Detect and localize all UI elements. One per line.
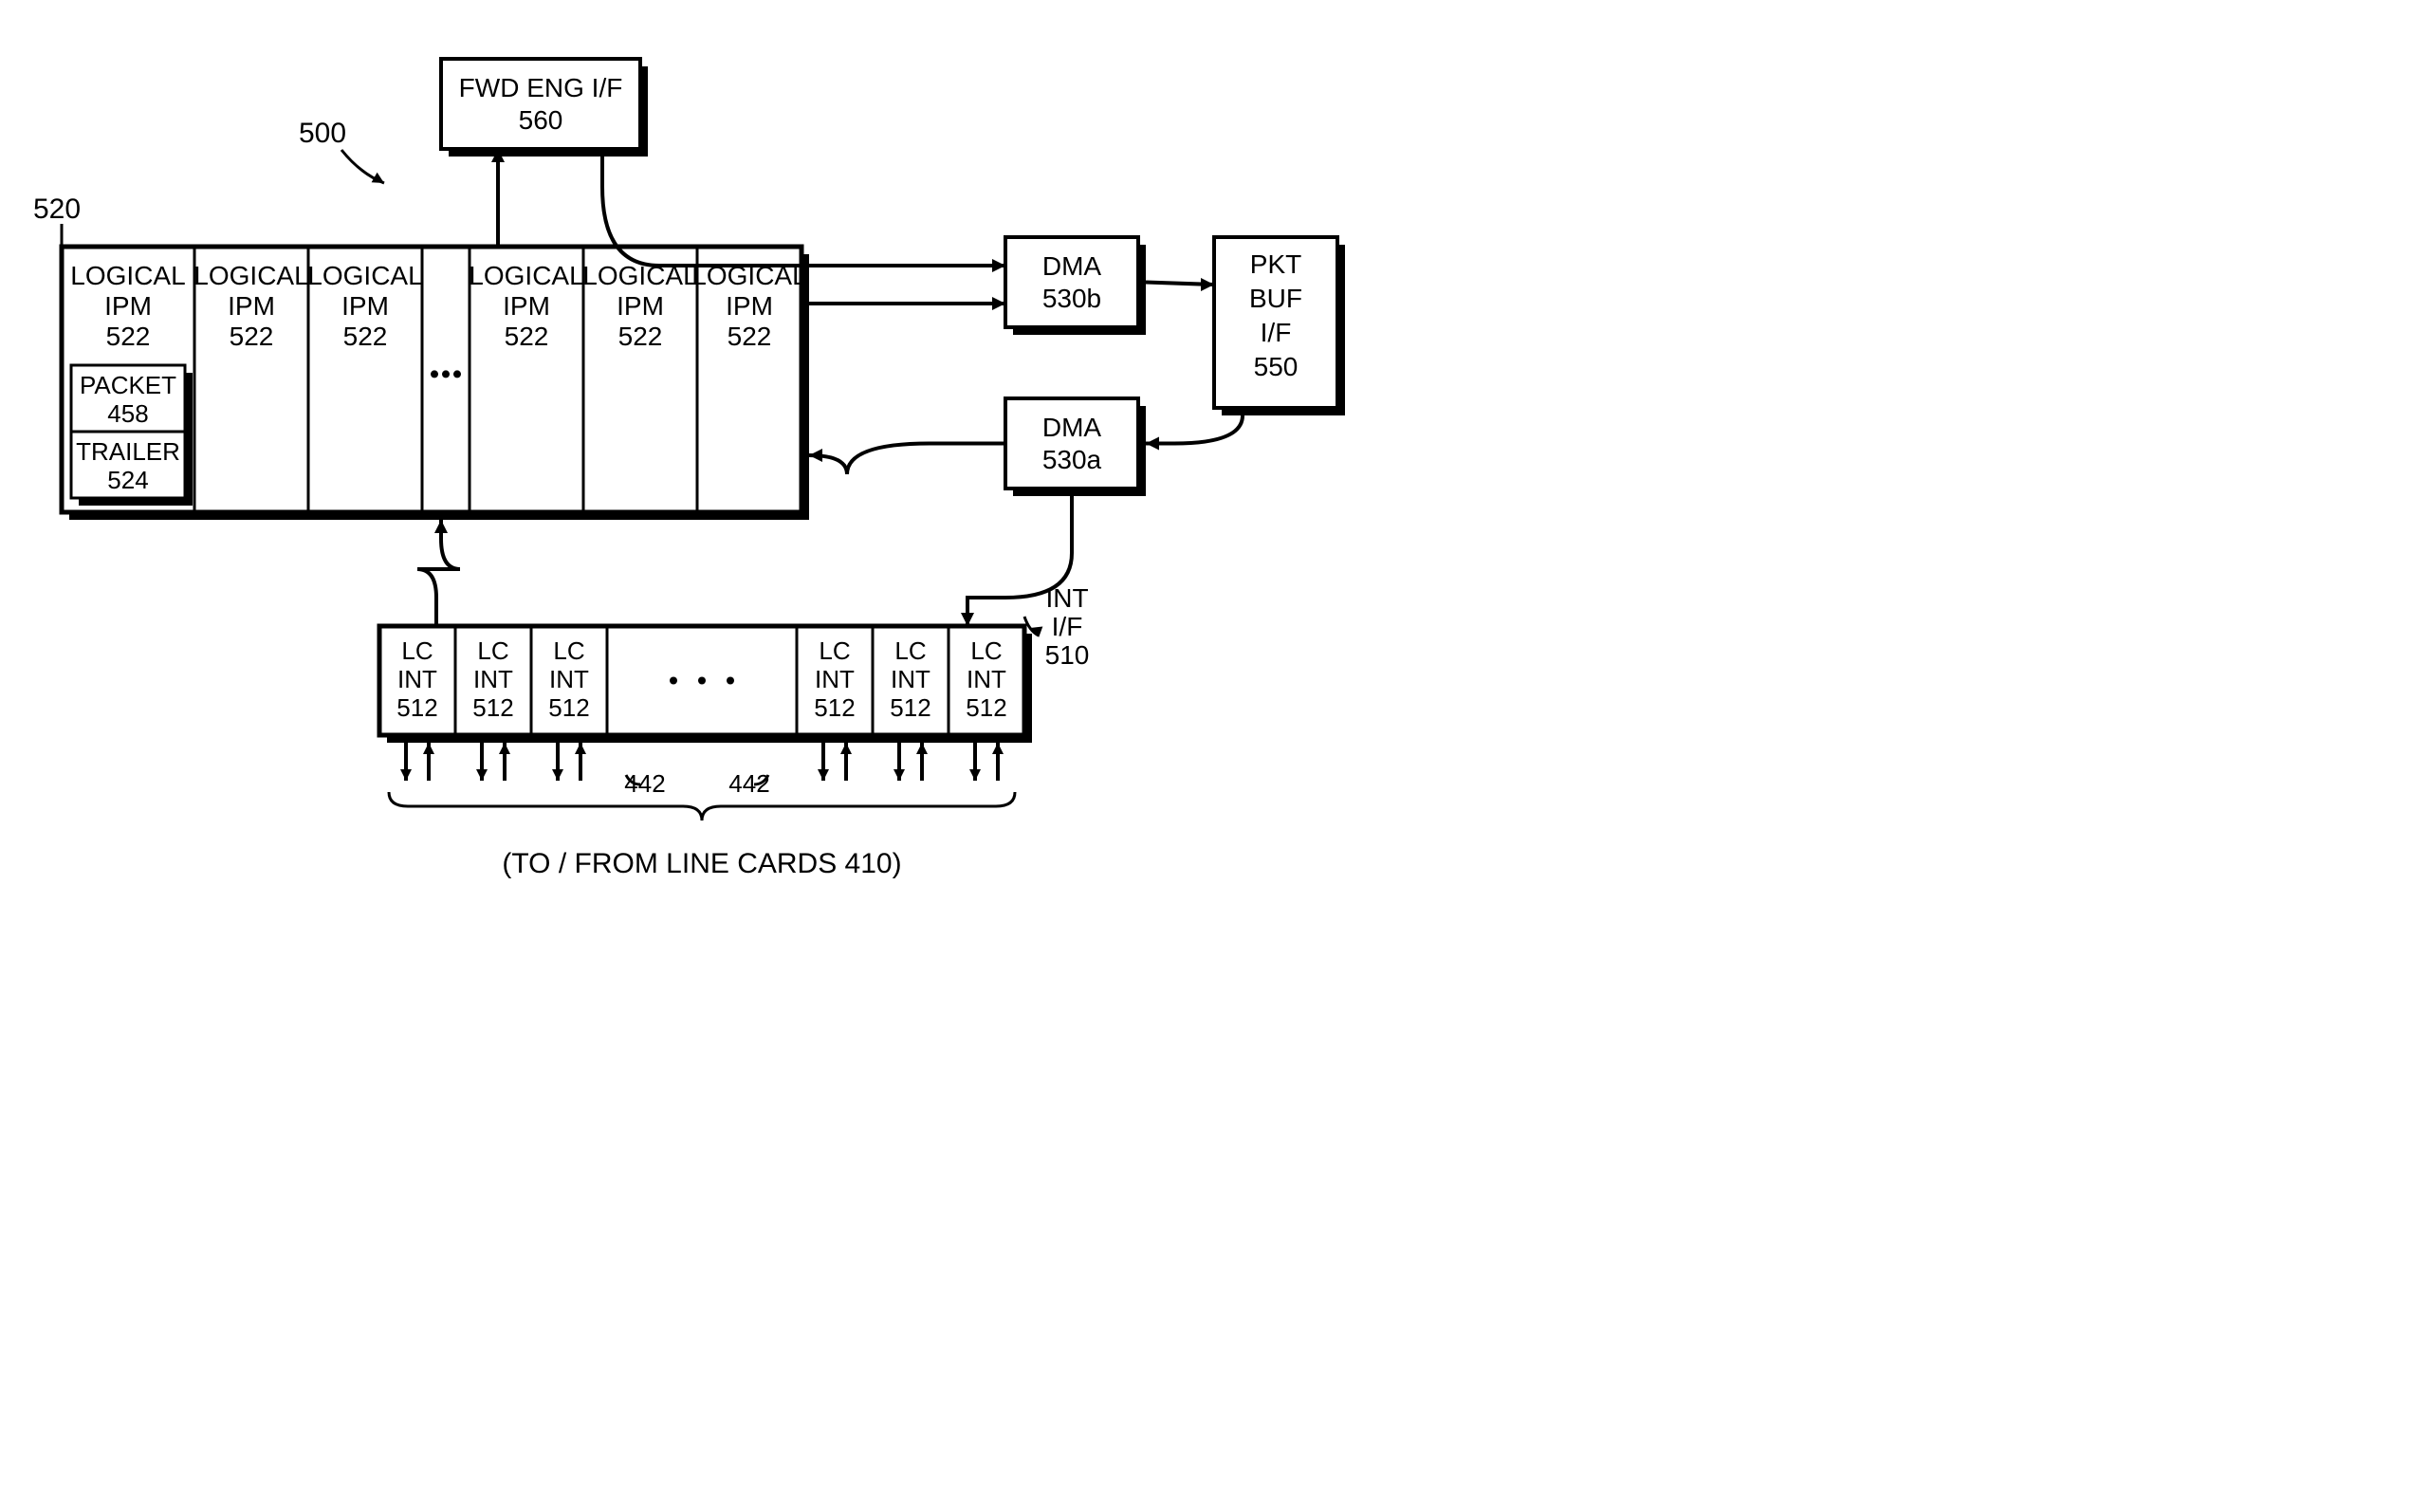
svg-text:LC: LC: [477, 636, 508, 665]
svg-text:458: 458: [107, 399, 148, 428]
svg-text:512: 512: [396, 693, 437, 722]
caption-line-cards: (TO / FROM LINE CARDS 410): [502, 848, 901, 879]
svg-text:512: 512: [814, 693, 855, 722]
svg-text:INT: INT: [473, 665, 513, 693]
svg-text:PKT: PKT: [1250, 249, 1301, 279]
svg-text:550: 550: [1254, 352, 1299, 381]
svg-text:FWD ENG I/F: FWD ENG I/F: [459, 73, 623, 102]
svg-text:LOGICAL: LOGICAL: [193, 261, 308, 290]
svg-text:INT: INT: [397, 665, 437, 693]
svg-text:IPM: IPM: [104, 291, 152, 321]
svg-text:TRAILER: TRAILER: [76, 437, 180, 466]
svg-text:530a: 530a: [1042, 445, 1102, 474]
svg-text:I/F: I/F: [1052, 612, 1083, 641]
svg-text:512: 512: [966, 693, 1006, 722]
svg-text:512: 512: [472, 693, 513, 722]
ref-442-left: 442: [624, 769, 665, 798]
ref-520: 520: [33, 194, 81, 225]
svg-text:INT: INT: [967, 665, 1006, 693]
svg-text:522: 522: [505, 322, 549, 351]
svg-text:560: 560: [519, 105, 563, 135]
svg-text:IPM: IPM: [617, 291, 664, 321]
svg-text:INT: INT: [815, 665, 855, 693]
svg-text:INT: INT: [891, 665, 930, 693]
svg-text:LC: LC: [894, 636, 926, 665]
svg-text:LC: LC: [970, 636, 1002, 665]
svg-text:510: 510: [1045, 640, 1090, 670]
svg-text:522: 522: [106, 322, 151, 351]
svg-text:IPM: IPM: [503, 291, 550, 321]
ref-442-right: 442: [728, 769, 769, 798]
svg-text:LOGICAL: LOGICAL: [307, 261, 422, 290]
svg-text:DMA: DMA: [1042, 251, 1102, 281]
ref-500: 500: [299, 118, 346, 149]
diagram-root: FWD ENG I/F 560 DMA 530b DMA 530a PKT BUF I/F 550…: [0, 0, 2432, 884]
svg-text:BUF: BUF: [1249, 284, 1302, 313]
svg-text:LC: LC: [401, 636, 433, 665]
svg-text:522: 522: [343, 322, 388, 351]
svg-text:524: 524: [107, 466, 148, 494]
svg-text:522: 522: [618, 322, 663, 351]
svg-text:LC: LC: [819, 636, 850, 665]
svg-text:INT: INT: [549, 665, 589, 693]
svg-text:DMA: DMA: [1042, 413, 1102, 442]
svg-text:LOGICAL: LOGICAL: [469, 261, 583, 290]
svg-text:I/F: I/F: [1261, 318, 1292, 347]
svg-text:512: 512: [890, 693, 930, 722]
svg-text:522: 522: [728, 322, 772, 351]
svg-text:IPM: IPM: [726, 291, 773, 321]
svg-text:512: 512: [548, 693, 589, 722]
svg-text:PACKET: PACKET: [80, 371, 176, 399]
svg-text:LOGICAL: LOGICAL: [70, 261, 185, 290]
svg-text:IPM: IPM: [341, 291, 389, 321]
svg-text:IPM: IPM: [228, 291, 275, 321]
svg-text:522: 522: [230, 322, 274, 351]
svg-text:530b: 530b: [1042, 284, 1101, 313]
svg-text:LC: LC: [553, 636, 584, 665]
